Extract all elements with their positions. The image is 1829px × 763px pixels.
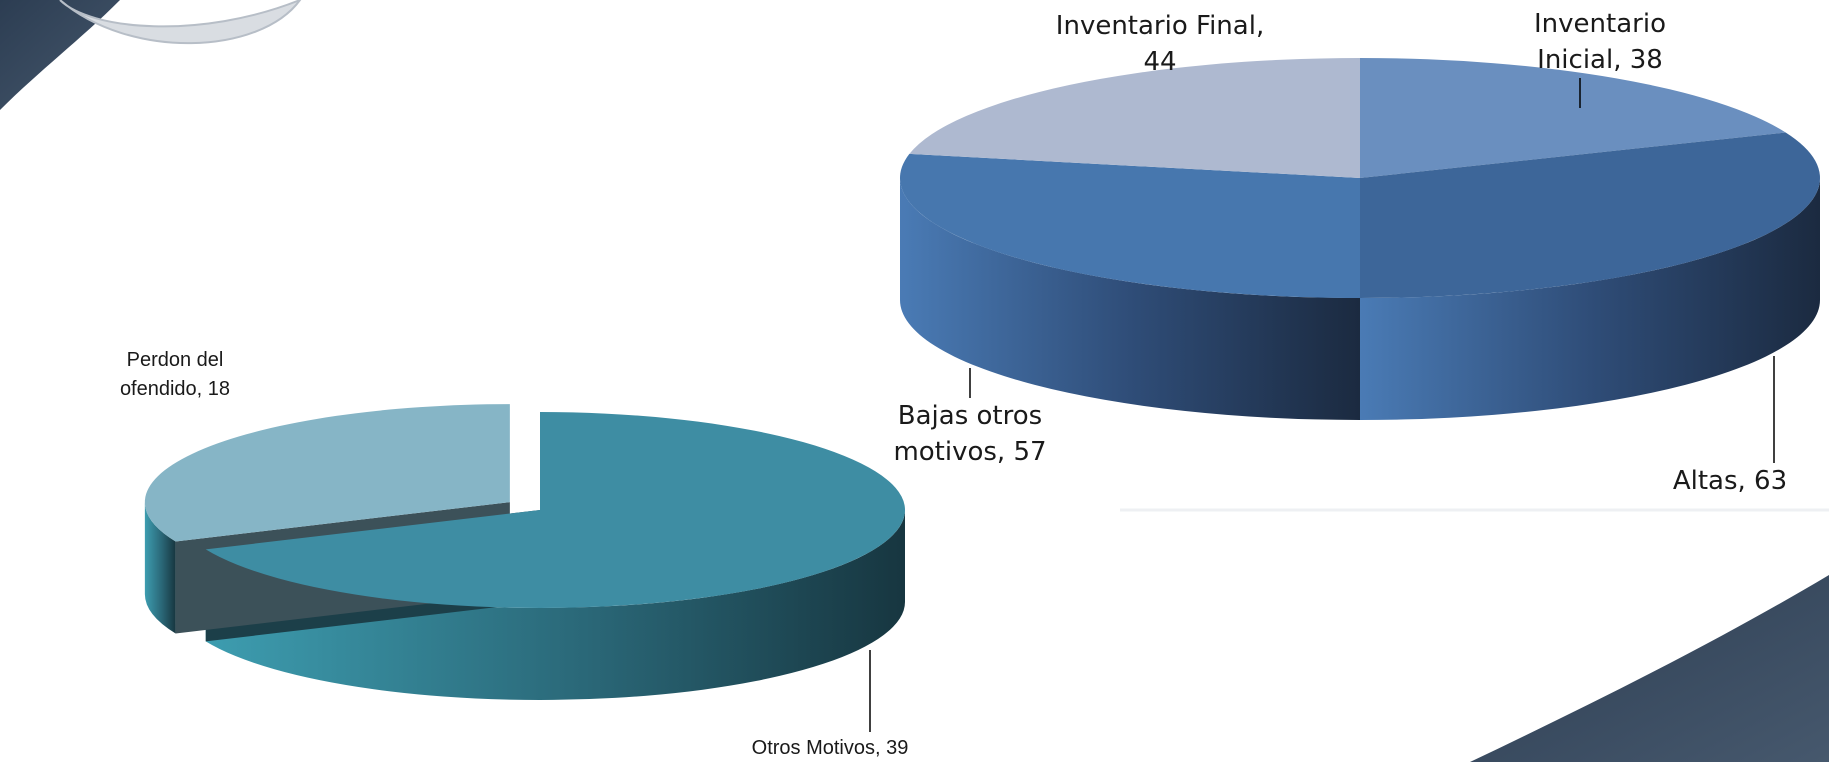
top-left-swoosh (0, 0, 120, 110)
slice-label-perdon-del-ofendido: Perdon del ofendido, 18 (95, 346, 255, 404)
slice-label-otros-motivos: Otros Motivos, 39 (730, 734, 930, 763)
slice-label-inventario-inicial: Inventario Inicial, 38 (1510, 6, 1690, 78)
slice-label-altas: Altas, 63 (1660, 463, 1800, 499)
slice-label-bajas-otros-motivos: Bajas otros motivos, 57 (870, 398, 1070, 470)
slice-label-inventario-final: Inventario Final, 44 (1040, 8, 1280, 80)
bottom-right-swoosh (1470, 575, 1829, 762)
pie-chart-motivos (145, 404, 905, 700)
pie-chart-inventario (900, 58, 1820, 420)
